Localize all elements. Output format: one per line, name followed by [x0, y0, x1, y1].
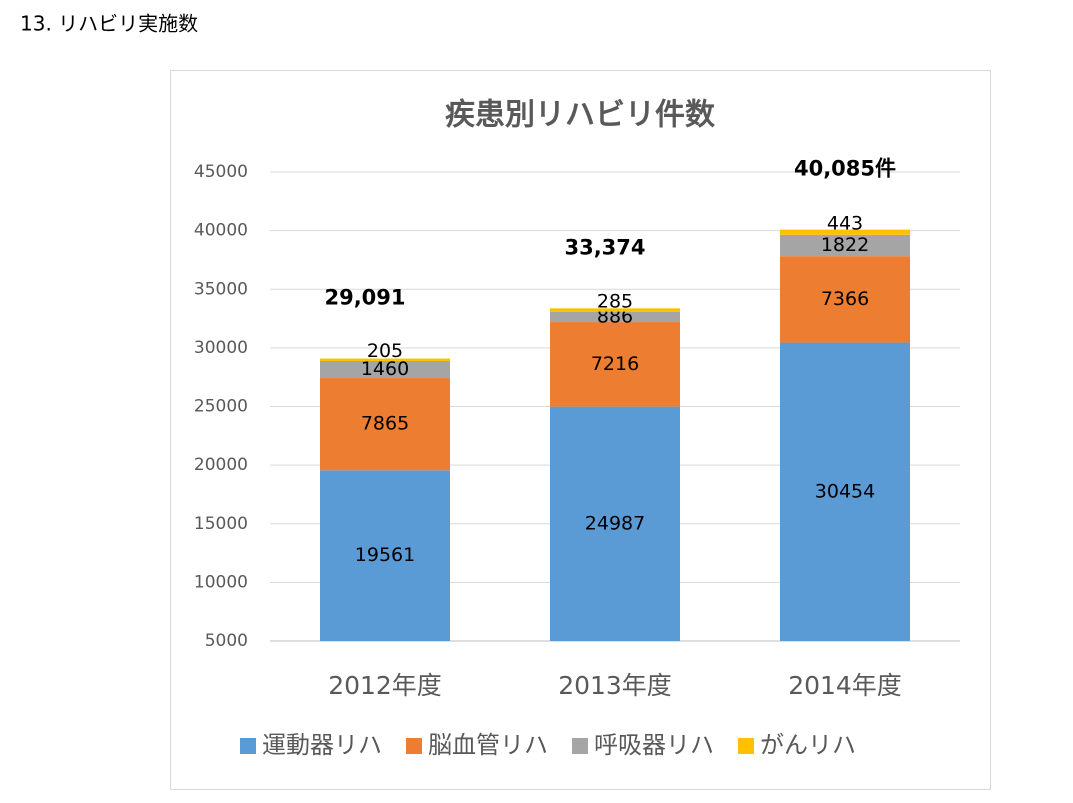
bar-segment: [550, 406, 680, 641]
bar-segment: [780, 229, 910, 235]
y-tick-label: 10000: [194, 572, 248, 592]
bar-segment: [550, 308, 680, 312]
data-label: 19561: [355, 544, 415, 566]
data-label: 285: [597, 290, 633, 312]
data-label: 443: [827, 213, 863, 235]
legend-swatch: [738, 738, 754, 754]
data-label: 1460: [361, 358, 409, 380]
legend-label: 呼吸器リハ: [594, 731, 714, 759]
heading: 13. リハビリ実施数: [20, 12, 198, 36]
legend-label: 脳血管リハ: [428, 731, 548, 759]
bar-segment: [320, 360, 450, 379]
legend-label: 運動器リハ: [262, 731, 382, 759]
bar-segment: [550, 311, 680, 323]
bar-segment: [320, 378, 450, 471]
data-label: 30454: [815, 480, 875, 502]
data-label: 7216: [591, 353, 639, 375]
data-label: 205: [367, 340, 403, 362]
total-label: 33,374: [564, 235, 645, 259]
legend-label: がんリハ: [760, 731, 856, 759]
legend-swatch: [572, 738, 588, 754]
chart-title: 疾患別リハビリ件数: [445, 98, 716, 133]
bar-segment: [780, 342, 910, 641]
x-tick-label: 2012年度: [328, 671, 442, 700]
bar-segment: [780, 256, 910, 343]
y-tick-label: 45000: [194, 162, 248, 182]
y-tick-label: 25000: [194, 397, 248, 417]
x-tick-label: 2014年度: [788, 671, 902, 700]
data-label: 24987: [585, 512, 645, 534]
y-tick-label: 30000: [194, 338, 248, 358]
total-label: 40,085件: [794, 157, 896, 181]
bar-segment: [320, 358, 450, 361]
legend-swatch: [406, 738, 422, 754]
y-tick-label: 20000: [194, 455, 248, 475]
y-tick-label: 40000: [194, 221, 248, 241]
y-tick-label: 35000: [194, 279, 248, 299]
data-label: 7865: [361, 413, 409, 435]
data-label: 7366: [821, 288, 869, 310]
bar-segment: [780, 234, 910, 257]
y-tick-label: 15000: [194, 514, 248, 534]
data-label: 1822: [821, 234, 869, 256]
bar-segment: [550, 322, 680, 407]
total-label: 29,091: [324, 286, 405, 310]
legend-swatch: [240, 738, 256, 754]
y-tick-label: 5000: [205, 631, 248, 651]
x-tick-label: 2013年度: [558, 671, 672, 700]
bar-segment: [320, 470, 450, 641]
